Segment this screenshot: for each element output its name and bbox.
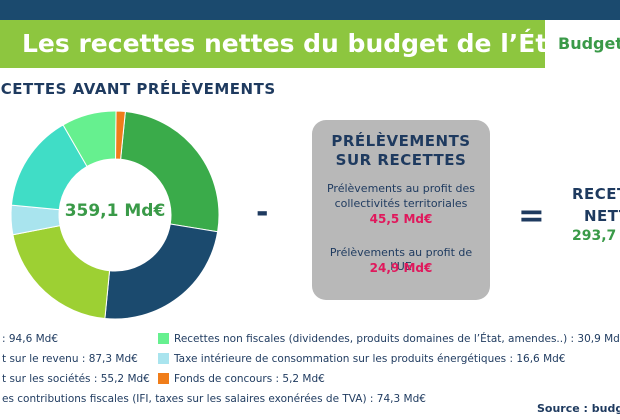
deduction-local-label-line2: collectivités territoriales: [334, 197, 468, 210]
donut-slice: [104, 223, 219, 320]
deduction-eu-label: Prélèvements au profit de l’UE: [329, 246, 473, 273]
net-revenue-line1: RECETT: [572, 185, 620, 203]
minus-operator: -: [256, 195, 269, 230]
title-band: [0, 20, 545, 68]
legend-label: t sur le revenu : 87,3 Md€: [2, 353, 138, 365]
deduction-local-label-line1: Prélèvements au profit des: [326, 182, 475, 195]
section-title: RECETTES AVANT PRÉLÈVEMENTS: [0, 80, 276, 98]
donut-slice: [120, 110, 220, 233]
legend-swatch: [158, 333, 169, 344]
deductions-title: PRÉLÈVEMENTS SUR RECETTES: [312, 132, 490, 170]
source-note: Source : budge: [537, 402, 620, 415]
legend-swatch: [158, 373, 169, 384]
equals-operator: =: [518, 196, 545, 234]
budget-badge: Budget 2: [545, 20, 620, 68]
legend-label: t sur les sociétés : 55,2 Md€: [2, 373, 150, 385]
legend-label: Taxe intérieure de consommation sur les …: [174, 353, 566, 365]
legend-label: es contributions fiscales (IFI, taxes su…: [2, 393, 426, 405]
deduction-local-value: 45,5 Md€: [369, 212, 433, 226]
top-bar: [0, 0, 620, 20]
legend-label: Recettes non fiscales (dividendes, produ…: [174, 333, 620, 345]
budget-badge-label: Budget 2: [558, 34, 620, 53]
net-revenue-line2: NETT: [584, 207, 620, 225]
deductions-title-line2: SUR RECETTES: [335, 151, 467, 169]
page-title: Les recettes nettes du budget de l’État: [22, 29, 577, 58]
donut-center-label: 359,1 Md€: [64, 201, 166, 221]
net-revenue-value: 293,7: [572, 228, 617, 244]
deductions-title-line1: PRÉLÈVEMENTS: [331, 132, 471, 150]
donut-slice: [12, 225, 111, 320]
legend-label: : 94,6 Md€: [2, 333, 58, 345]
net-revenue-label: RECETT NETT: [572, 183, 620, 227]
deduction-eu-value: 24,9 Md€: [369, 261, 433, 275]
donut-slice: [115, 110, 126, 160]
deductions-box: PRÉLÈVEMENTS SUR RECETTES Prélèvements a…: [312, 120, 490, 300]
legend-swatch: [158, 353, 169, 364]
legend-label: Fonds de concours : 5,2 Md€: [174, 373, 325, 385]
